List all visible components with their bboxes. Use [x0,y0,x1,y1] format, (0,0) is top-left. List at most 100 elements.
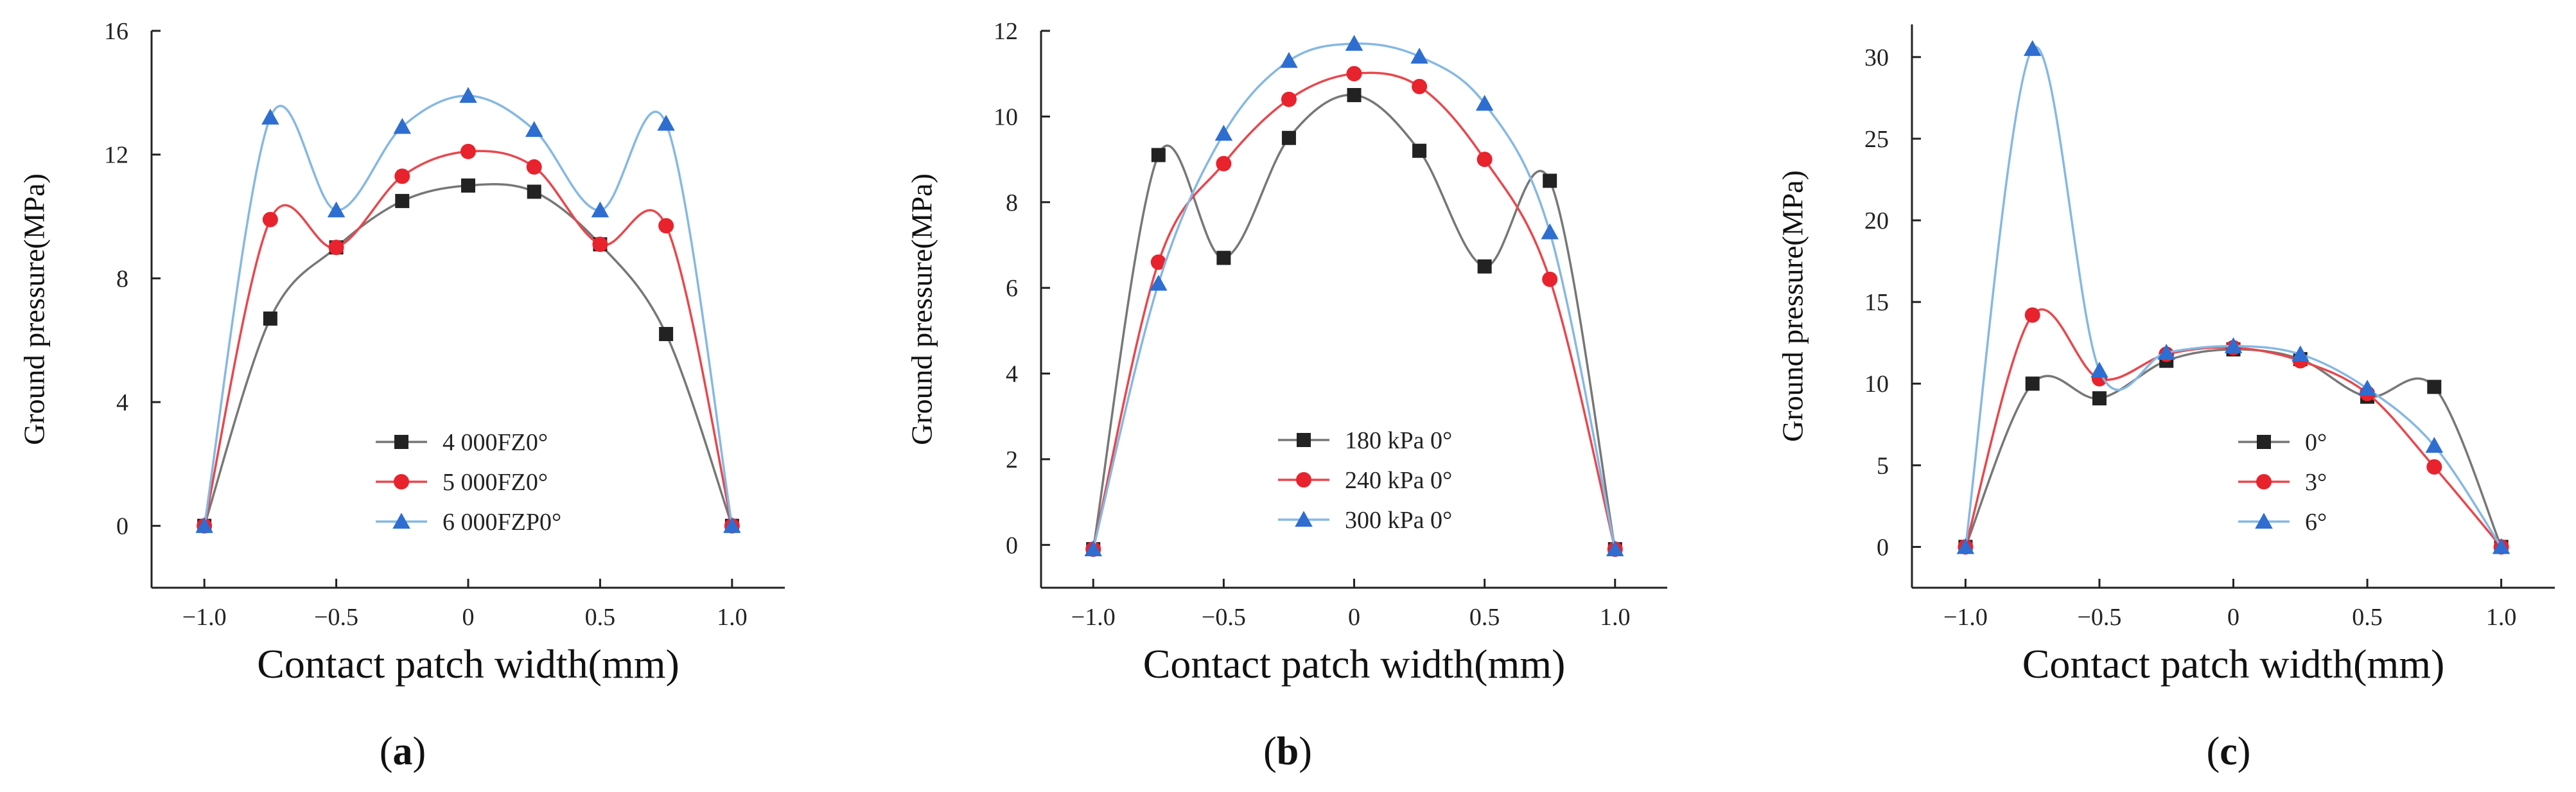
y-tick-label: 8 [116,265,128,292]
panel-label: (a) [380,730,426,773]
chart-a: 0 4 8 12 16 −1.0 −0.5 0 0.5 1.0 Contact patch widt… [18,18,785,773]
x-tick-label: 1.0 [717,604,748,631]
y-tick-label: 20 [1864,207,1889,234]
data-point [1542,271,1558,287]
series-2 [195,87,741,533]
legend-marker [2256,474,2272,489]
legend-marker [1296,472,1311,488]
legend: 0° 3° 6° [2238,429,2327,536]
data-point [1150,274,1168,291]
y-axis-title: Ground pressure(MPa) [906,173,938,445]
data-point [657,114,675,131]
data-point [1477,259,1492,274]
data-point [393,118,412,134]
data-point [2090,362,2108,378]
x-tick-label: 0 [2227,604,2239,631]
data-point [1543,173,1557,188]
x-tick-label: −1.0 [1943,604,1988,631]
legend-entry: 6° [2305,509,2327,536]
x-tick-label: 0.5 [585,604,616,631]
legend-entry: 0° [2305,429,2327,456]
y-axis-title: Ground pressure(MPa) [1776,170,1809,442]
data-point [261,109,279,125]
y-tick-label: 0 [1877,534,1889,561]
data-point [2492,538,2510,554]
data-point [1281,91,1297,107]
data-point [1214,125,1233,141]
x-tick-label: −0.5 [314,604,358,631]
data-point [527,184,541,199]
legend-marker [394,474,409,489]
data-point [1281,130,1296,145]
legend-entry: 6 000FZP0° [442,509,561,536]
x-axis-title: Contact patch width(mm) [2022,641,2445,687]
x-tick-label: −0.5 [1202,604,1246,631]
data-point [2224,337,2243,353]
data-point [328,240,344,256]
panel-label: (b) [1263,730,1312,773]
y-tick-label: 12 [104,142,128,169]
data-point [2023,40,2042,57]
y-tick-label: 15 [1864,289,1889,316]
y-tick-label: 8 [1006,189,1018,216]
data-point [327,201,346,218]
data-point [2425,437,2444,453]
y-tick-label: 4 [1006,361,1018,388]
data-point [1150,254,1166,270]
legend-entry: 5 000FZ0° [442,469,548,496]
data-point [460,143,476,159]
x-axis-title: Contact patch width(mm) [257,641,679,687]
legend-marker [1297,433,1311,447]
x-tick-label: −1.0 [182,604,227,631]
series-0 [1958,342,2509,554]
data-point [1216,251,1231,265]
data-point [525,121,543,137]
data-point [1956,538,1975,554]
y-tick-label: 6 [1006,275,1018,302]
data-point [2157,344,2175,360]
x-tick-label: −0.5 [2077,604,2121,631]
data-point [1541,223,1559,240]
y-axis-title: Ground pressure(MPa) [18,173,51,445]
data-point [1151,148,1166,163]
series-2 [1956,40,2510,554]
data-point [2358,380,2376,396]
data-point [1084,540,1102,556]
chart-c: 0 5 10 15 20 25 30 −1.0 −0.5 0 0.5 1.0 Contact patch… [1776,24,2555,773]
data-point [395,193,410,208]
series-line [1964,348,2503,548]
data-point [1606,540,1624,556]
legend-entry: 300 kPa 0° [1345,507,1452,534]
data-point [1347,88,1362,103]
y-tick-label: 10 [994,103,1018,130]
legend-entry: 3° [2305,469,2327,496]
data-point [1216,155,1232,172]
legend: 4 000FZ0° 5 000FZ0° 6 000FZP0° [376,429,561,536]
y-tick-label: 30 [1864,44,1889,71]
data-point [2092,391,2107,406]
legend-entry: 240 kPa 0° [1345,467,1452,494]
data-point [2025,376,2040,391]
data-point [1345,35,1363,51]
legend-marker [2255,513,2273,529]
data-point [1475,94,1494,111]
legend-entry: 4 000FZ0° [442,429,548,456]
y-tick-label: 5 [1877,452,1889,479]
x-tick-label: 0.5 [2352,604,2383,631]
data-point [459,87,477,103]
data-point [2426,459,2442,475]
data-point [394,168,410,184]
x-tick-label: 0 [462,604,475,631]
data-point [2291,345,2309,362]
legend: 180 kPa 0° 240 kPa 0° 300 kPa 0° [1278,427,1452,534]
y-tick-label: 10 [1864,371,1889,398]
series-line [1964,46,2503,548]
data-point [1280,51,1298,68]
legend-marker [2257,435,2271,449]
x-axis-title: Contact patch width(mm) [1143,641,1566,687]
data-point [1476,152,1493,168]
x-tick-label: −1.0 [1071,604,1116,631]
panel-label: (c) [2207,730,2251,773]
data-point [262,211,278,227]
